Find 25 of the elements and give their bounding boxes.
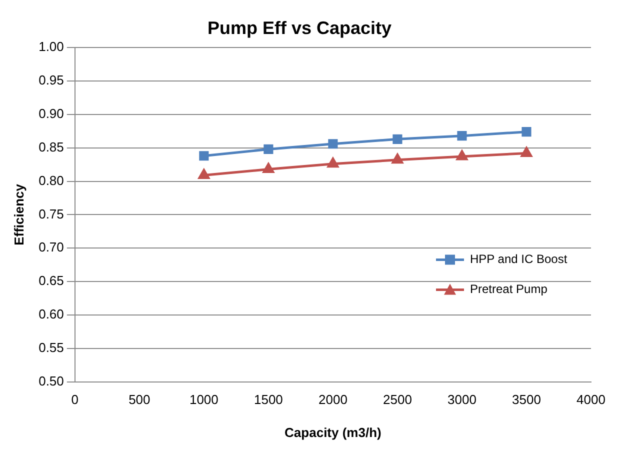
y-axis-title: Efficiency (11, 183, 26, 246)
y-tick-label: 0.90 (38, 106, 64, 122)
y-tick-label: 0.50 (38, 373, 64, 388)
x-tick-label: 1500 (254, 392, 283, 408)
y-tick-label: 0.80 (38, 172, 64, 188)
x-tick-label: 3500 (512, 392, 541, 408)
y-tick-label: 0.75 (38, 206, 64, 222)
x-tick-label: 0 (71, 392, 79, 408)
x-tick-label: 1000 (189, 392, 218, 408)
chart-title: Pump Eff vs Capacity (207, 18, 392, 38)
x-tick-label: 2000 (318, 392, 348, 408)
y-tick-label: 0.60 (38, 306, 64, 322)
y-tick-label: 0.70 (38, 240, 64, 255)
y-tick-label: 0.85 (38, 139, 64, 154)
x-tick-label: 500 (128, 392, 150, 408)
x-tick-label: 2500 (383, 392, 412, 408)
y-tick-label: 0.65 (38, 273, 64, 288)
legend-label: HPP and IC Boost (470, 252, 568, 266)
legend-label: Pretreat Pump (470, 282, 548, 296)
x-axis-title: Capacity (m3/h) (284, 424, 382, 440)
y-tick-label: 0.95 (38, 72, 64, 88)
x-tick-label: 4000 (576, 392, 606, 408)
y-tick-label: 1.00 (38, 39, 64, 54)
x-tick-label: 3000 (448, 392, 476, 408)
y-tick-label: 0.55 (38, 340, 64, 355)
